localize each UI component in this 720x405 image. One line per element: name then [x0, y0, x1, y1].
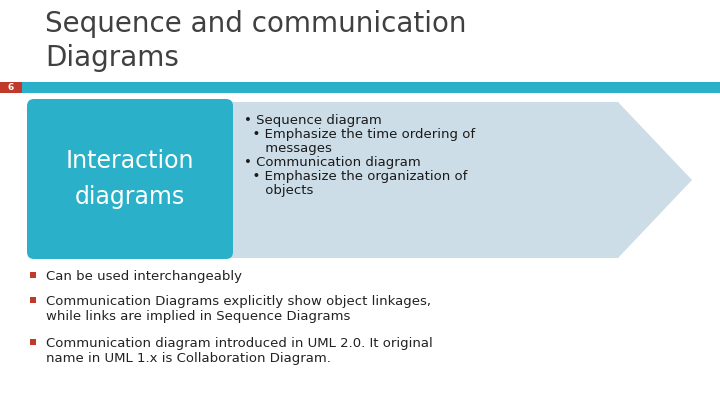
Text: Interaction
diagrams: Interaction diagrams: [66, 149, 194, 209]
Polygon shape: [32, 102, 692, 258]
Text: Can be used interchangeably: Can be used interchangeably: [46, 270, 242, 283]
Bar: [30, 339, 36, 345]
Text: 6: 6: [8, 83, 14, 92]
Text: • Communication diagram: • Communication diagram: [244, 156, 420, 169]
FancyBboxPatch shape: [27, 99, 233, 259]
Bar: [0, 82, 22, 93]
Text: Communication Diagrams explicitly show object linkages,
while links are implied : Communication Diagrams explicitly show o…: [46, 295, 431, 323]
Text: Sequence and communication: Sequence and communication: [45, 10, 467, 38]
Text: objects: objects: [244, 184, 313, 197]
Text: Diagrams: Diagrams: [45, 44, 179, 72]
Text: • Sequence diagram: • Sequence diagram: [244, 114, 382, 127]
Text: messages: messages: [244, 142, 332, 155]
Bar: [30, 272, 36, 278]
Bar: [0, 82, 720, 93]
Text: • Emphasize the time ordering of: • Emphasize the time ordering of: [244, 128, 475, 141]
Bar: [30, 297, 36, 303]
Text: • Emphasize the organization of: • Emphasize the organization of: [244, 170, 467, 183]
Text: Communication diagram introduced in UML 2.0. It original
name in UML 1.x is Coll: Communication diagram introduced in UML …: [46, 337, 433, 365]
